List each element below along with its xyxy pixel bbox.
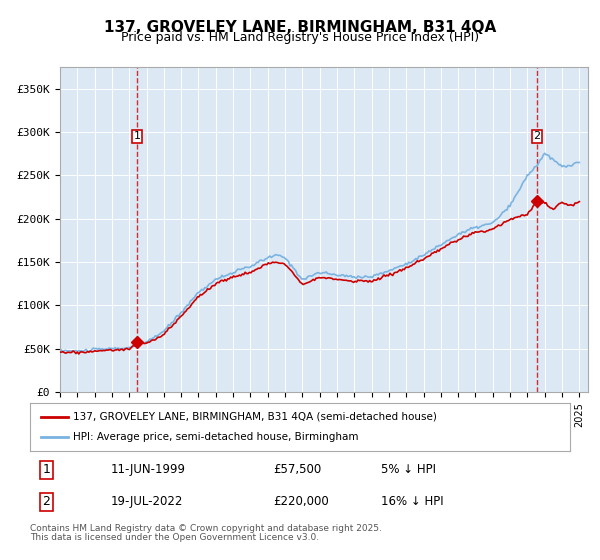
Text: 11-JUN-1999: 11-JUN-1999: [111, 463, 186, 476]
Text: 137, GROVELEY LANE, BIRMINGHAM, B31 4QA: 137, GROVELEY LANE, BIRMINGHAM, B31 4QA: [104, 20, 496, 35]
Text: 1: 1: [42, 463, 50, 476]
Text: 19-JUL-2022: 19-JUL-2022: [111, 496, 184, 508]
Text: 2: 2: [42, 496, 50, 508]
Text: 137, GROVELEY LANE, BIRMINGHAM, B31 4QA (semi-detached house): 137, GROVELEY LANE, BIRMINGHAM, B31 4QA …: [73, 412, 437, 422]
Text: 16% ↓ HPI: 16% ↓ HPI: [381, 496, 443, 508]
Text: Contains HM Land Registry data © Crown copyright and database right 2025.: Contains HM Land Registry data © Crown c…: [30, 524, 382, 533]
Text: HPI: Average price, semi-detached house, Birmingham: HPI: Average price, semi-detached house,…: [73, 432, 359, 442]
Text: Price paid vs. HM Land Registry's House Price Index (HPI): Price paid vs. HM Land Registry's House …: [121, 31, 479, 44]
Text: £57,500: £57,500: [273, 463, 321, 476]
Text: £220,000: £220,000: [273, 496, 329, 508]
Text: 2: 2: [533, 132, 541, 142]
Text: This data is licensed under the Open Government Licence v3.0.: This data is licensed under the Open Gov…: [30, 533, 319, 542]
Text: 5% ↓ HPI: 5% ↓ HPI: [381, 463, 436, 476]
Text: 1: 1: [133, 132, 140, 142]
